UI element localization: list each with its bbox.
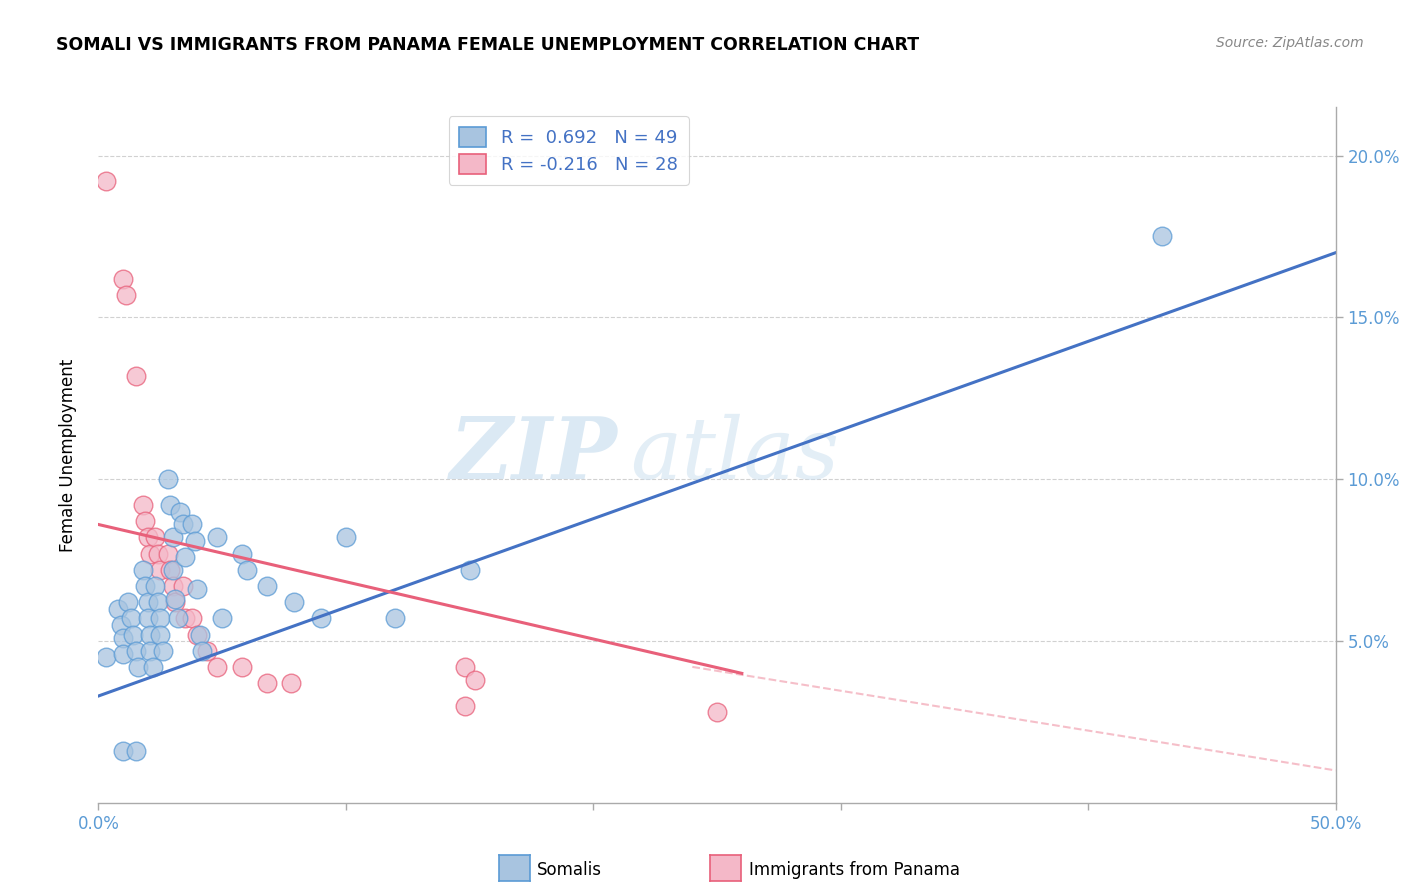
Point bbox=[256, 579, 278, 593]
Point bbox=[149, 611, 172, 625]
Point bbox=[181, 611, 204, 625]
Point bbox=[169, 504, 191, 518]
Point bbox=[117, 595, 139, 609]
Point bbox=[172, 579, 194, 593]
Point bbox=[453, 660, 475, 674]
Point bbox=[139, 643, 162, 657]
Point bbox=[124, 368, 146, 383]
Point bbox=[335, 531, 357, 545]
Point bbox=[162, 563, 184, 577]
Y-axis label: Female Unemployment: Female Unemployment bbox=[59, 359, 77, 551]
Point bbox=[191, 643, 214, 657]
Point bbox=[188, 627, 211, 641]
Point bbox=[195, 643, 218, 657]
Text: Somalis: Somalis bbox=[537, 861, 602, 879]
Point bbox=[174, 611, 197, 625]
Point bbox=[211, 611, 233, 625]
Point bbox=[124, 744, 146, 758]
Point bbox=[309, 611, 332, 625]
Point bbox=[124, 643, 146, 657]
Point bbox=[236, 563, 259, 577]
Point bbox=[112, 631, 135, 645]
Point bbox=[149, 563, 172, 577]
Point bbox=[159, 498, 181, 512]
Point bbox=[139, 547, 162, 561]
Point bbox=[384, 611, 406, 625]
Text: Immigrants from Panama: Immigrants from Panama bbox=[749, 861, 960, 879]
Point bbox=[156, 472, 179, 486]
Point bbox=[134, 514, 156, 528]
Point bbox=[283, 595, 305, 609]
Point bbox=[136, 595, 159, 609]
Point bbox=[165, 595, 187, 609]
Point bbox=[231, 660, 253, 674]
Point bbox=[256, 676, 278, 690]
Point bbox=[146, 595, 169, 609]
Point bbox=[112, 744, 135, 758]
Point bbox=[110, 617, 132, 632]
Point bbox=[156, 547, 179, 561]
Point bbox=[143, 531, 166, 545]
Point bbox=[458, 563, 481, 577]
Point bbox=[94, 650, 117, 665]
Point bbox=[174, 549, 197, 564]
Text: ZIP: ZIP bbox=[450, 413, 619, 497]
Point bbox=[142, 660, 165, 674]
Point bbox=[132, 563, 155, 577]
Point bbox=[172, 517, 194, 532]
Point bbox=[280, 676, 302, 690]
Point bbox=[184, 533, 207, 548]
Point bbox=[464, 673, 486, 687]
Point bbox=[127, 660, 149, 674]
Text: Source: ZipAtlas.com: Source: ZipAtlas.com bbox=[1216, 36, 1364, 50]
Point bbox=[122, 627, 145, 641]
Point bbox=[134, 579, 156, 593]
Point bbox=[107, 601, 129, 615]
Point bbox=[94, 174, 117, 188]
Point bbox=[139, 627, 162, 641]
Point bbox=[165, 591, 187, 606]
Point bbox=[120, 611, 142, 625]
Point bbox=[231, 547, 253, 561]
Text: SOMALI VS IMMIGRANTS FROM PANAMA FEMALE UNEMPLOYMENT CORRELATION CHART: SOMALI VS IMMIGRANTS FROM PANAMA FEMALE … bbox=[56, 36, 920, 54]
Point bbox=[186, 627, 208, 641]
Point bbox=[146, 547, 169, 561]
Point bbox=[159, 563, 181, 577]
Point bbox=[205, 660, 228, 674]
Point bbox=[1152, 229, 1174, 244]
Point bbox=[181, 517, 204, 532]
Point bbox=[132, 498, 155, 512]
Point bbox=[143, 579, 166, 593]
Point bbox=[166, 611, 188, 625]
Legend: R =  0.692   N = 49, R = -0.216   N = 28: R = 0.692 N = 49, R = -0.216 N = 28 bbox=[449, 116, 689, 185]
Point bbox=[149, 627, 172, 641]
Point bbox=[112, 647, 135, 661]
Point bbox=[136, 611, 159, 625]
Point bbox=[114, 287, 136, 301]
Point bbox=[205, 531, 228, 545]
Point bbox=[136, 531, 159, 545]
Point bbox=[162, 579, 184, 593]
Point bbox=[706, 705, 728, 719]
Point bbox=[152, 643, 174, 657]
Point bbox=[186, 582, 208, 597]
Point bbox=[112, 271, 135, 285]
Point bbox=[453, 698, 475, 713]
Point bbox=[162, 531, 184, 545]
Text: atlas: atlas bbox=[630, 414, 839, 496]
